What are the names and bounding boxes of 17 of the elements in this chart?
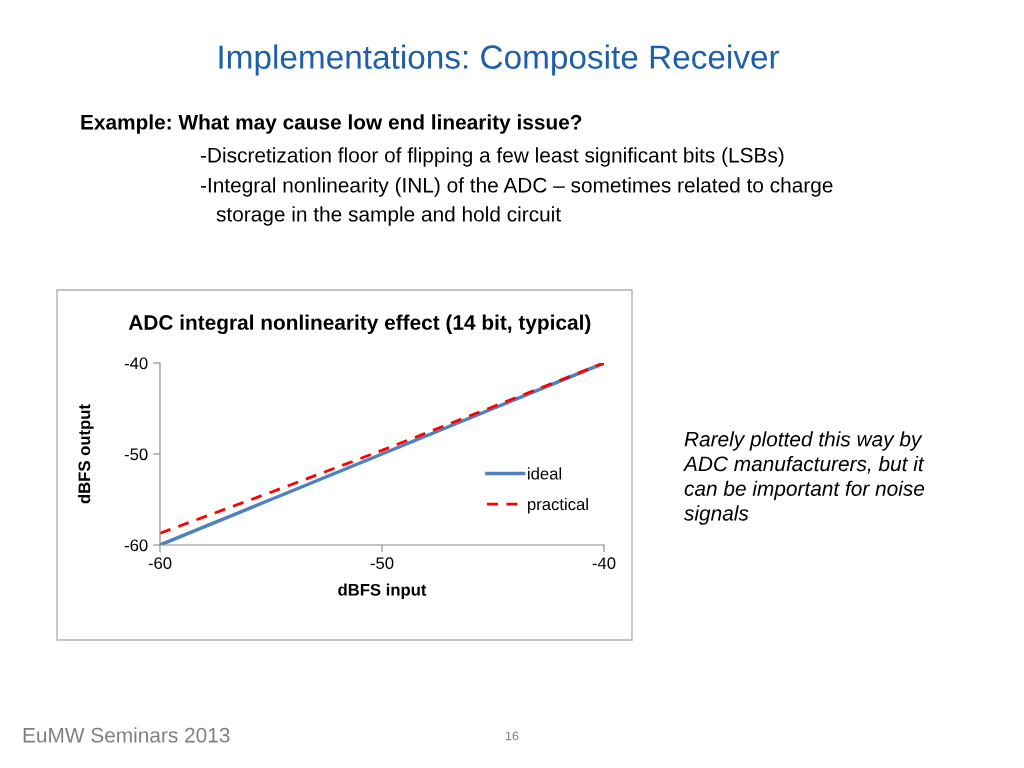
text: Implementations: Composite Receiver xyxy=(219,44,780,76)
text: EuMW Seminars 2013 xyxy=(23,727,230,743)
chart-title: ADC integral nonlinearity effect (14 bit, typical) xyxy=(128,314,591,335)
text: 16 xyxy=(506,731,519,741)
y-tick-label: -50 xyxy=(124,448,148,461)
y-tick-label: -40 xyxy=(124,357,148,370)
x-axis-title: dBFS input xyxy=(338,583,427,599)
text: -Integral nonlinearity (INL) of the ADC – sometimes related to charge xyxy=(200,177,833,197)
text: storage in the sample and hold circuit xyxy=(216,206,561,226)
x-tick-label: -40 xyxy=(592,557,616,570)
y-axis-title: dBFS output xyxy=(78,404,94,504)
x-tick-label: -60 xyxy=(148,557,172,570)
x-tick-label: -50 xyxy=(370,557,394,570)
text: Example: What may cause low end linearity issue? xyxy=(81,114,582,134)
text: -Discretization floor of flipping a few least significant bits (LSBs) xyxy=(200,147,784,167)
text: Rarely plotted this way by ADC manufacturers, but it can be important for noise signals xyxy=(682,431,925,525)
y-tick-label: -60 xyxy=(124,539,148,552)
